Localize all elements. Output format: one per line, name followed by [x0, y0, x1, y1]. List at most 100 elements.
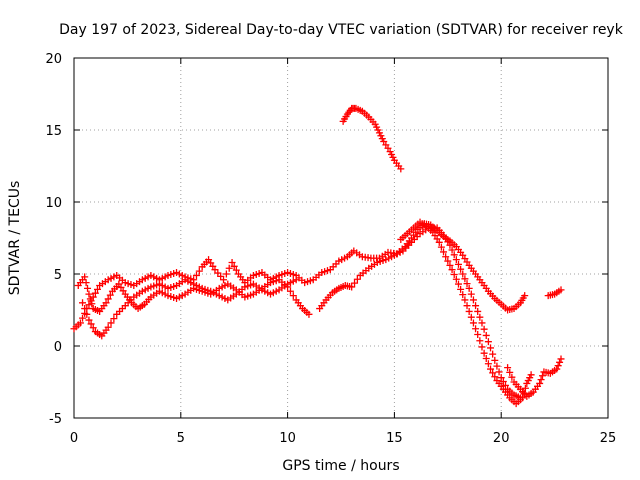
- data-point: [448, 246, 456, 254]
- data-point: [484, 338, 492, 346]
- data-point: [557, 355, 565, 363]
- data-point: [452, 256, 460, 264]
- data-point: [553, 365, 561, 373]
- data-point: [459, 291, 467, 299]
- series-track-h: [339, 104, 405, 173]
- data-point: [459, 270, 467, 278]
- data-points: [70, 104, 565, 408]
- data-point: [463, 280, 471, 288]
- data-point: [79, 299, 87, 307]
- y-tick-label: 10: [45, 196, 62, 211]
- x-axis-label: GPS time / hours: [282, 458, 399, 474]
- data-point: [521, 292, 529, 300]
- y-tick-label: 0: [54, 340, 62, 355]
- data-point: [474, 307, 482, 315]
- data-point: [463, 302, 471, 310]
- data-point: [225, 264, 233, 272]
- x-tick-label: 20: [493, 431, 510, 446]
- data-point: [351, 279, 359, 287]
- x-tick-label: 0: [70, 431, 78, 446]
- data-point: [478, 319, 486, 327]
- y-tick-label: 15: [45, 124, 62, 139]
- data-point: [85, 316, 93, 324]
- data-point: [482, 354, 490, 362]
- data-point: [461, 275, 469, 283]
- data-point: [497, 374, 505, 382]
- grid: [74, 58, 608, 418]
- data-point: [84, 284, 92, 292]
- data-point: [557, 286, 565, 294]
- series-track-c: [79, 276, 300, 340]
- data-point: [467, 290, 475, 298]
- data-point: [480, 349, 488, 357]
- data-point: [102, 299, 110, 307]
- data-point: [192, 271, 200, 279]
- data-point: [228, 258, 236, 266]
- data-point: [556, 358, 564, 366]
- data-point: [289, 292, 297, 300]
- data-point: [506, 368, 514, 376]
- data-point: [454, 260, 462, 268]
- data-point: [493, 362, 501, 370]
- data-point: [457, 285, 465, 293]
- data-point: [220, 276, 228, 284]
- data-point: [519, 394, 527, 402]
- data-point: [81, 273, 89, 281]
- axis-ticks: 0 5 10 15 20 25 -5 0 5 10 15 20: [45, 52, 616, 446]
- data-point: [537, 376, 545, 384]
- data-point: [467, 313, 475, 321]
- x-tick-label: 5: [177, 431, 185, 446]
- data-point: [504, 364, 512, 372]
- data-point: [348, 283, 356, 291]
- data-point: [476, 313, 484, 321]
- data-point: [446, 241, 454, 249]
- data-point: [87, 320, 95, 328]
- series-track-e: [397, 218, 535, 408]
- data-point: [88, 300, 96, 308]
- data-point: [489, 369, 497, 377]
- data-point: [465, 307, 473, 315]
- data-point: [472, 302, 480, 310]
- data-point: [232, 266, 240, 274]
- data-point: [444, 257, 452, 265]
- data-point: [79, 314, 87, 322]
- data-point: [292, 276, 300, 284]
- y-tick-label: 20: [45, 52, 62, 67]
- data-point: [76, 319, 84, 327]
- data-point: [305, 310, 313, 318]
- data-point: [104, 295, 112, 303]
- data-point: [81, 305, 89, 313]
- data-point: [435, 238, 443, 246]
- data-point: [487, 365, 495, 373]
- data-point: [554, 362, 562, 370]
- y-tick-label: -5: [49, 412, 62, 427]
- x-tick-label: 10: [279, 431, 296, 446]
- data-point: [480, 325, 488, 333]
- plot-frame: [73, 57, 609, 419]
- data-point: [461, 296, 469, 304]
- data-point: [489, 350, 497, 358]
- data-point: [538, 372, 546, 380]
- data-point: [508, 373, 516, 381]
- data-point: [484, 360, 492, 368]
- data-point: [495, 368, 503, 376]
- data-point: [448, 266, 456, 274]
- data-point: [89, 324, 97, 332]
- data-point: [469, 319, 477, 327]
- data-point: [85, 290, 93, 298]
- data-point: [437, 243, 445, 251]
- y-axis-label: SDTVAR / TECUs: [7, 181, 23, 296]
- x-tick-label: 15: [386, 431, 403, 446]
- data-point: [93, 285, 101, 293]
- data-point: [440, 248, 448, 256]
- data-point: [450, 251, 458, 259]
- data-point: [499, 378, 507, 386]
- series-track-a: [70, 220, 529, 333]
- data-point: [472, 325, 480, 333]
- series-track-g: [544, 286, 565, 300]
- data-point: [478, 343, 486, 351]
- data-point: [104, 323, 112, 331]
- data-point: [107, 319, 115, 327]
- data-point: [487, 344, 495, 352]
- data-point: [106, 291, 114, 299]
